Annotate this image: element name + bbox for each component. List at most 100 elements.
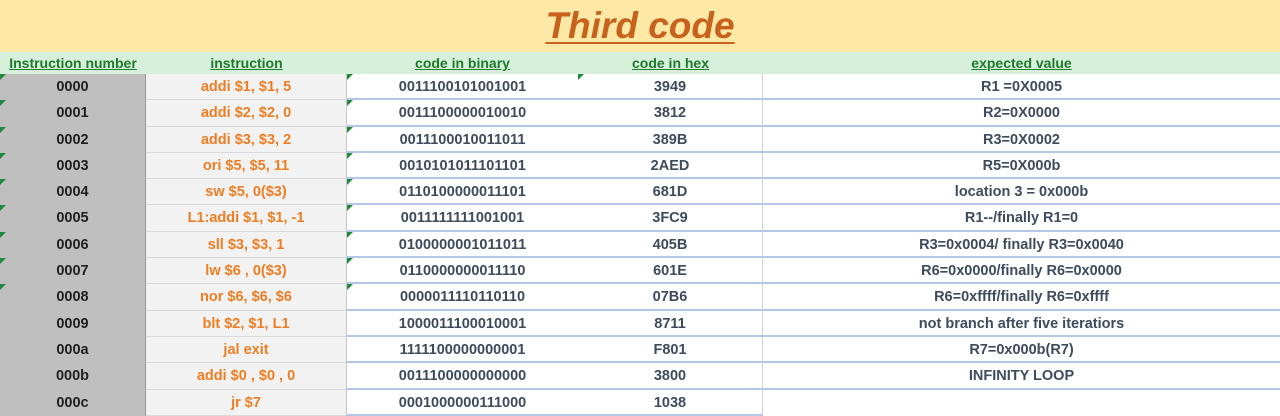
comment-indicator (347, 231, 353, 238)
comment-indicator (0, 179, 6, 186)
instruction-cell[interactable]: nor $6, $6, $6 (146, 284, 347, 311)
header-instruction-number[interactable]: Instruction number (9, 55, 137, 71)
comment-indicator (347, 74, 353, 80)
instruction-number-cell[interactable]: 0007 (0, 258, 146, 285)
instruction-cell[interactable]: sll $3, $3, 1 (146, 231, 347, 259)
comment-indicator (347, 100, 353, 107)
instruction-cell[interactable]: addi $2, $2, 0 (146, 100, 347, 127)
binary-cell[interactable]: 0010101011101101 (347, 152, 578, 180)
header-instruction[interactable]: instruction (210, 55, 283, 71)
hex-cell[interactable]: 405B (578, 231, 763, 259)
sheet-title: Third code (545, 5, 735, 46)
instruction-number-cell[interactable]: 0006 (0, 231, 146, 259)
table-row: 0002 addi $3, $3, 2 0011100010011011 389… (0, 126, 1280, 153)
expected-value-cell[interactable] (763, 389, 1280, 416)
binary-cell[interactable]: 0110000000011110 (347, 258, 578, 285)
instruction-cell[interactable]: L1:addi $1, $1, -1 (146, 205, 347, 232)
instruction-number-cell[interactable]: 000c (0, 389, 146, 416)
instruction-number-cell[interactable]: 0002 (0, 126, 146, 153)
hex-cell[interactable]: 601E (578, 258, 763, 285)
expected-value-cell[interactable]: R6=0xffff/finally R6=0xffff (763, 284, 1280, 311)
expected-value-cell[interactable]: location 3 = 0x000b (763, 179, 1280, 206)
hex-cell[interactable]: 2AED (578, 152, 763, 180)
instruction-number-cell[interactable]: 0004 (0, 179, 146, 206)
instruction-number-cell[interactable]: 0000 (0, 74, 146, 101)
expected-value-cell[interactable]: R3=0x0004/ finally R3=0x0040 (763, 231, 1280, 259)
comment-indicator (0, 258, 6, 265)
instruction-number-cell[interactable]: 0009 (0, 310, 146, 337)
header-code-in-binary[interactable]: code in binary (415, 55, 510, 71)
binary-cell[interactable]: 0001000000111000 (347, 389, 578, 416)
instruction-cell[interactable]: addi $3, $3, 2 (146, 126, 347, 153)
instruction-number-cell[interactable]: 000a (0, 336, 146, 364)
table-row: 0004 sw $5, 0($3) 0110100000011101 681D … (0, 179, 1280, 206)
instruction-cell[interactable]: ori $5, $5, 11 (146, 152, 347, 180)
comment-indicator (347, 258, 353, 265)
comment-indicator (347, 152, 353, 159)
binary-cell[interactable]: 0011100010011011 (347, 126, 578, 153)
expected-value-cell[interactable]: R7=0x000b(R7) (763, 336, 1280, 364)
instruction-cell[interactable]: lw $6 , 0($3) (146, 258, 347, 285)
instruction-cell[interactable]: jr $7 (146, 389, 347, 416)
hex-cell[interactable]: 07B6 (578, 284, 763, 311)
instruction-cell[interactable]: sw $5, 0($3) (146, 179, 347, 206)
table-row: 0003 ori $5, $5, 11 0010101011101101 2AE… (0, 152, 1280, 180)
expected-value-cell[interactable]: R5=0X000b (763, 152, 1280, 180)
instruction-number-cell[interactable]: 0008 (0, 284, 146, 311)
header-code-in-hex[interactable]: code in hex (631, 55, 710, 71)
binary-cell[interactable]: 0100000001011011 (347, 231, 578, 259)
expected-value-cell[interactable]: not branch after five iteratiors (763, 310, 1280, 337)
hex-cell[interactable]: 3800 (578, 363, 763, 390)
instruction-number-cell[interactable]: 0001 (0, 100, 146, 127)
binary-cell[interactable]: 0110100000011101 (347, 179, 578, 206)
expected-value-cell[interactable]: R6=0x0000/finally R6=0x0000 (763, 258, 1280, 285)
comment-indicator (347, 284, 353, 291)
expected-value-cell[interactable]: R2=0X0000 (763, 100, 1280, 127)
comment-indicator (0, 205, 6, 212)
comment-indicator (0, 231, 6, 238)
instruction-cell[interactable]: blt $2, $1, L1 (146, 310, 347, 337)
table-row: 0009 blt $2, $1, L1 1000011100010001 871… (0, 310, 1280, 337)
expected-value-cell[interactable]: R1--/finally R1=0 (763, 205, 1280, 232)
hex-cell[interactable]: 389B (578, 126, 763, 153)
comment-indicator (0, 284, 6, 291)
table-row: 0001 addi $2, $2, 0 0011100000010010 381… (0, 100, 1280, 127)
table-row: 0000 addi $1, $1, 5 0011100101001001 394… (0, 74, 1280, 101)
expected-value-cell[interactable]: INFINITY LOOP (763, 363, 1280, 390)
comment-indicator (0, 126, 6, 133)
table-row: 000c jr $7 0001000000111000 1038 (0, 389, 1280, 416)
binary-cell[interactable]: 1111100000000001 (347, 336, 578, 364)
table-row: 000a jal exit 1111100000000001 F801 R7=0… (0, 336, 1280, 364)
hex-cell[interactable]: 1038 (578, 389, 763, 416)
hex-cell[interactable]: 3812 (578, 100, 763, 127)
expected-value-cell[interactable]: R1 =0X0005 (763, 74, 1280, 101)
table-row: 0007 lw $6 , 0($3) 0110000000011110 601E… (0, 258, 1280, 285)
binary-cell[interactable]: 0011111111001001 (347, 205, 578, 232)
hex-cell[interactable]: 8711 (578, 310, 763, 337)
comment-indicator (0, 152, 6, 159)
comment-indicator (347, 126, 353, 133)
hex-cell[interactable]: 681D (578, 179, 763, 206)
instruction-cell[interactable]: addi $0 , $0 , 0 (146, 363, 347, 390)
binary-cell[interactable]: 1000011100010001 (347, 310, 578, 337)
table-body: 0000 addi $1, $1, 5 0011100101001001 394… (0, 74, 1280, 416)
instruction-cell[interactable]: jal exit (146, 336, 347, 364)
binary-cell[interactable]: 0011100000010010 (347, 100, 578, 127)
instruction-number-cell[interactable]: 000b (0, 363, 146, 390)
hex-cell[interactable]: 3949 (578, 74, 763, 101)
binary-cell[interactable]: 0011100101001001 (347, 74, 578, 101)
comment-indicator (578, 74, 584, 80)
instruction-number-cell[interactable]: 0005 (0, 205, 146, 232)
binary-cell[interactable]: 0011100000000000 (347, 363, 578, 390)
header-row: Instruction number instruction code in b… (0, 52, 1280, 74)
hex-cell[interactable]: F801 (578, 336, 763, 364)
expected-value-cell[interactable]: R3=0X0002 (763, 126, 1280, 153)
instruction-cell[interactable]: addi $1, $1, 5 (146, 74, 347, 101)
binary-cell[interactable]: 0000011110110110 (347, 284, 578, 311)
header-expected-value[interactable]: expected value (971, 55, 1072, 71)
hex-cell[interactable]: 3FC9 (578, 205, 763, 232)
table-row: 0008 nor $6, $6, $6 0000011110110110 07B… (0, 284, 1280, 311)
comment-indicator (0, 74, 6, 80)
instruction-number-cell[interactable]: 0003 (0, 152, 146, 180)
